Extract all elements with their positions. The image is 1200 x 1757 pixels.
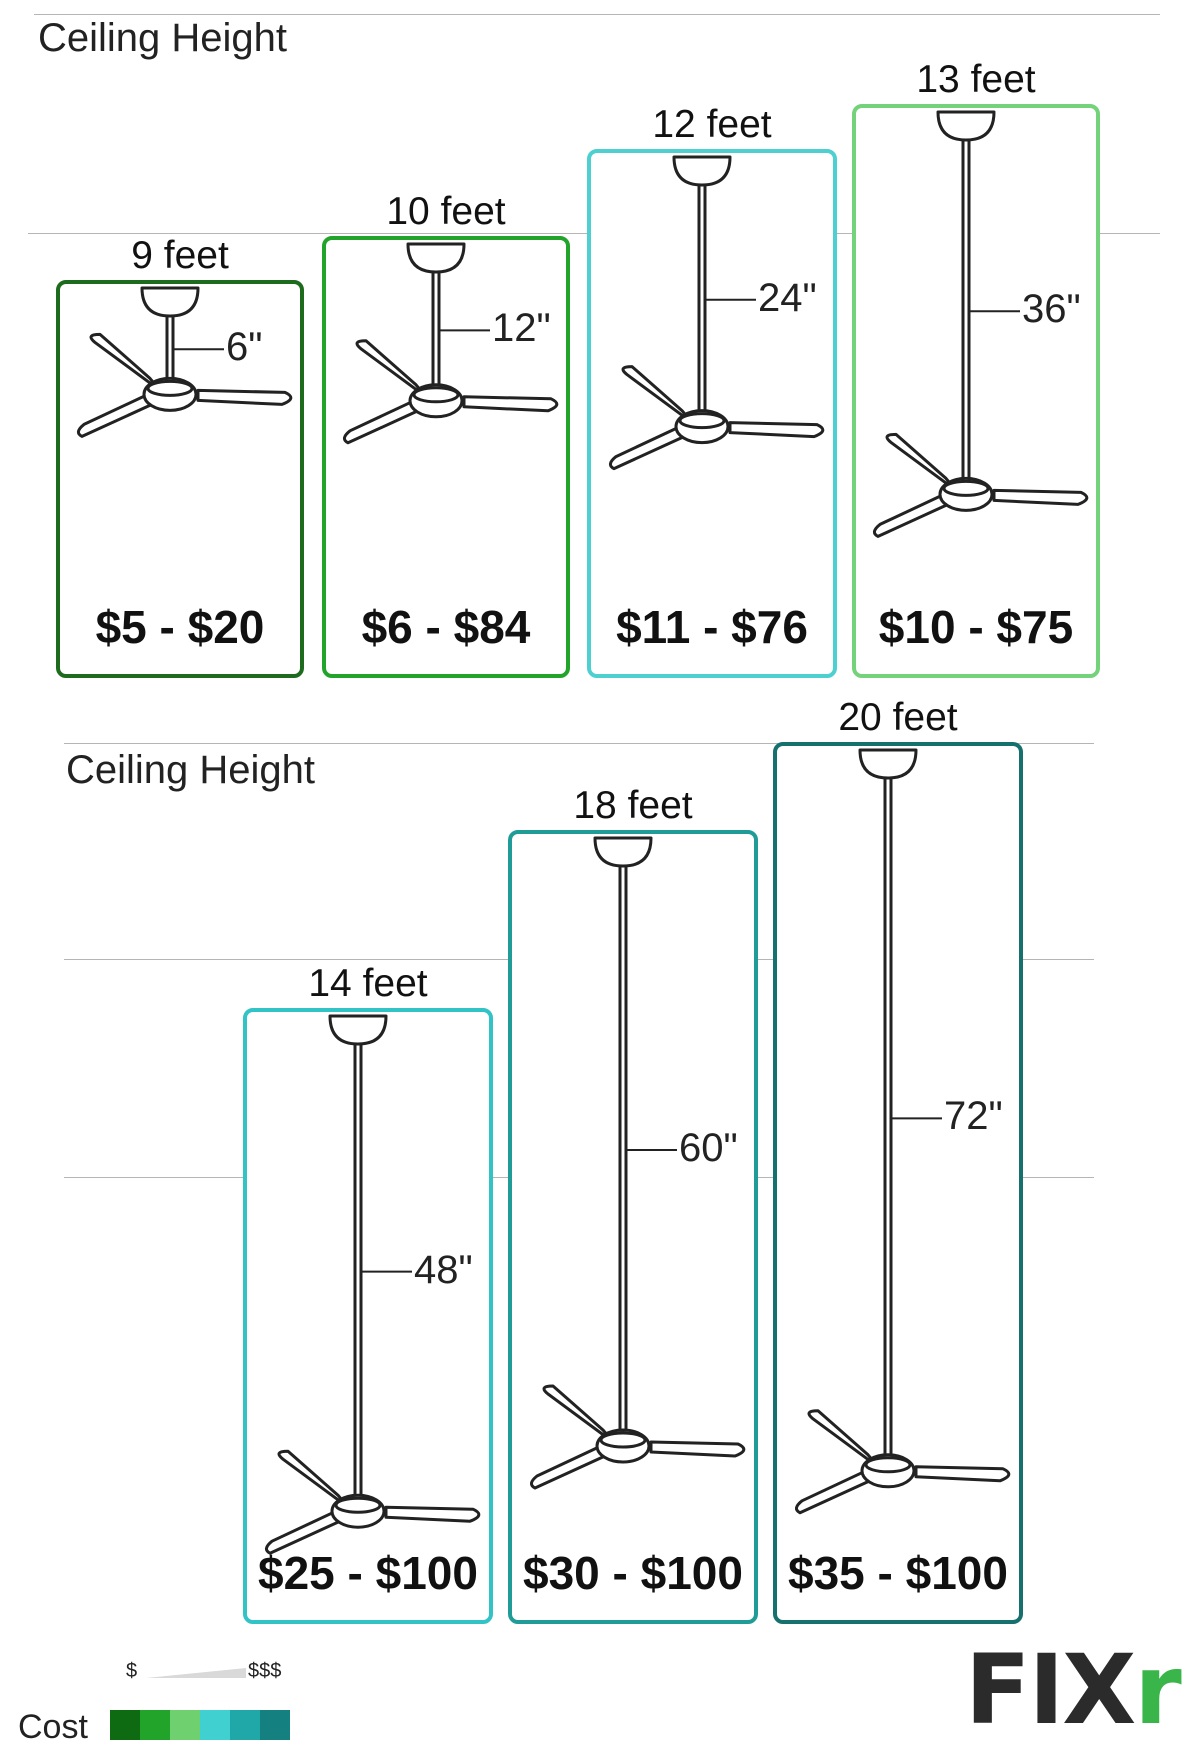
- ceiling-height-label: 14 feet: [308, 962, 428, 1005]
- ceiling-fan-illustration: [795, 748, 1011, 1515]
- fan-blade: [77, 392, 154, 438]
- fan-blade: [89, 332, 162, 392]
- fan-blade: [265, 1509, 342, 1555]
- ceiling-fan-illustration: [609, 155, 825, 471]
- price-range: $6 - $84: [361, 601, 531, 653]
- ceiling-height-label: 20 feet: [838, 696, 958, 739]
- fan-canopy: [672, 155, 732, 187]
- fan-canopy: [936, 110, 996, 142]
- fan-downrod: [618, 864, 628, 1436]
- downrod-length-label: 24": [758, 275, 817, 320]
- fan-canopy: [406, 242, 466, 274]
- ceiling-height-label: 10 feet: [386, 190, 506, 233]
- ceiling-height-label: 12 feet: [652, 103, 772, 146]
- fan-blade: [384, 1505, 481, 1523]
- fan-blade: [807, 1409, 880, 1469]
- legend-swatch: [110, 1710, 140, 1740]
- fan-blade: [462, 395, 559, 413]
- ceiling-height-card: 36" $10 - $75: [852, 104, 1100, 678]
- legend-low-label: $: [126, 1660, 138, 1682]
- fan-canopy: [140, 286, 200, 318]
- fan-blade: [649, 1440, 746, 1458]
- ceiling-height-label: 18 feet: [573, 784, 693, 827]
- cost-legend: $ $$$ Cost: [18, 1660, 318, 1750]
- fixr-logo: FIXr: [965, 1640, 1185, 1740]
- ceiling-height-label: 13 feet: [916, 58, 1036, 101]
- ceiling-fan-illustration: [873, 110, 1089, 538]
- ceiling-fan-illustration: [77, 286, 293, 438]
- price-range: $5 - $20: [95, 601, 265, 653]
- fan-blade: [885, 432, 958, 492]
- price-range: $10 - $75: [878, 601, 1074, 653]
- fan-downrod: [883, 776, 893, 1461]
- fan-blade: [728, 421, 825, 439]
- fan-downrod: [165, 314, 175, 384]
- ceiling-height-card: 72" $35 - $100: [773, 742, 1023, 1624]
- fan-blade: [542, 1384, 615, 1444]
- ceiling-height-card: 12" $6 - $84: [322, 236, 570, 678]
- legend-ramp: [146, 1668, 246, 1678]
- ceiling-fan-illustration: [265, 1014, 481, 1555]
- fan-blade: [621, 365, 694, 425]
- price-range: $30 - $100: [523, 1547, 743, 1599]
- fan-blade: [873, 492, 950, 538]
- fan-downrod: [353, 1042, 363, 1501]
- downrod-length-label: 36": [1022, 287, 1081, 332]
- downrod-length-label: 12": [492, 306, 551, 351]
- ceiling-line-section2: [64, 743, 1094, 744]
- fan-canopy: [858, 748, 918, 780]
- legend-swatch: [260, 1710, 290, 1740]
- logo-text: FIXr: [965, 1634, 1182, 1746]
- fan-blade: [992, 488, 1089, 506]
- fan-downrod: [431, 270, 441, 391]
- fan-blade: [530, 1444, 607, 1490]
- fan-canopy: [593, 836, 653, 868]
- fan-downrod: [697, 183, 707, 417]
- legend-title: Cost: [18, 1708, 88, 1746]
- fan-downrod: [961, 138, 971, 484]
- downrod-length-label: 48": [414, 1247, 473, 1292]
- fan-blade: [277, 1449, 350, 1509]
- price-range: $11 - $76: [616, 601, 808, 653]
- section-title-1: Ceiling Height: [38, 16, 288, 60]
- section-title-2: Ceiling Height: [66, 748, 316, 792]
- fan-blade: [355, 339, 428, 399]
- downrod-length-label: 60": [679, 1126, 738, 1170]
- price-range: $25 - $100: [258, 1547, 478, 1599]
- downrod-length-label: 72": [944, 1094, 1003, 1139]
- legend-swatch: [170, 1710, 200, 1740]
- ceiling-height-card: 48" $25 - $100: [243, 1008, 493, 1624]
- fan-blade: [196, 388, 293, 406]
- legend-swatch: [200, 1710, 230, 1740]
- ceiling-height-card: 60" $30 - $100: [508, 830, 758, 1624]
- downrod-length-label: 6": [226, 325, 263, 370]
- ceiling-height-card: 6" $5 - $20: [56, 280, 304, 678]
- price-range: $35 - $100: [788, 1547, 1008, 1599]
- fan-blade: [914, 1465, 1011, 1483]
- legend-high-label: $$$: [248, 1660, 282, 1682]
- ceiling-height-card: 24" $11 - $76: [587, 149, 837, 678]
- legend-swatch: [140, 1710, 170, 1740]
- fan-blade: [609, 425, 686, 471]
- legend-swatches: [110, 1710, 290, 1740]
- fan-canopy: [328, 1014, 388, 1046]
- ceiling-line-top: [34, 14, 1160, 15]
- ceiling-fan-illustration: [343, 242, 559, 445]
- legend-swatch: [230, 1710, 260, 1740]
- logo-accent: r: [1134, 1634, 1181, 1746]
- ceiling-height-label: 9 feet: [131, 234, 229, 277]
- fan-blade: [795, 1469, 872, 1515]
- fan-blade: [343, 399, 420, 445]
- ceiling-fan-illustration: [530, 836, 746, 1490]
